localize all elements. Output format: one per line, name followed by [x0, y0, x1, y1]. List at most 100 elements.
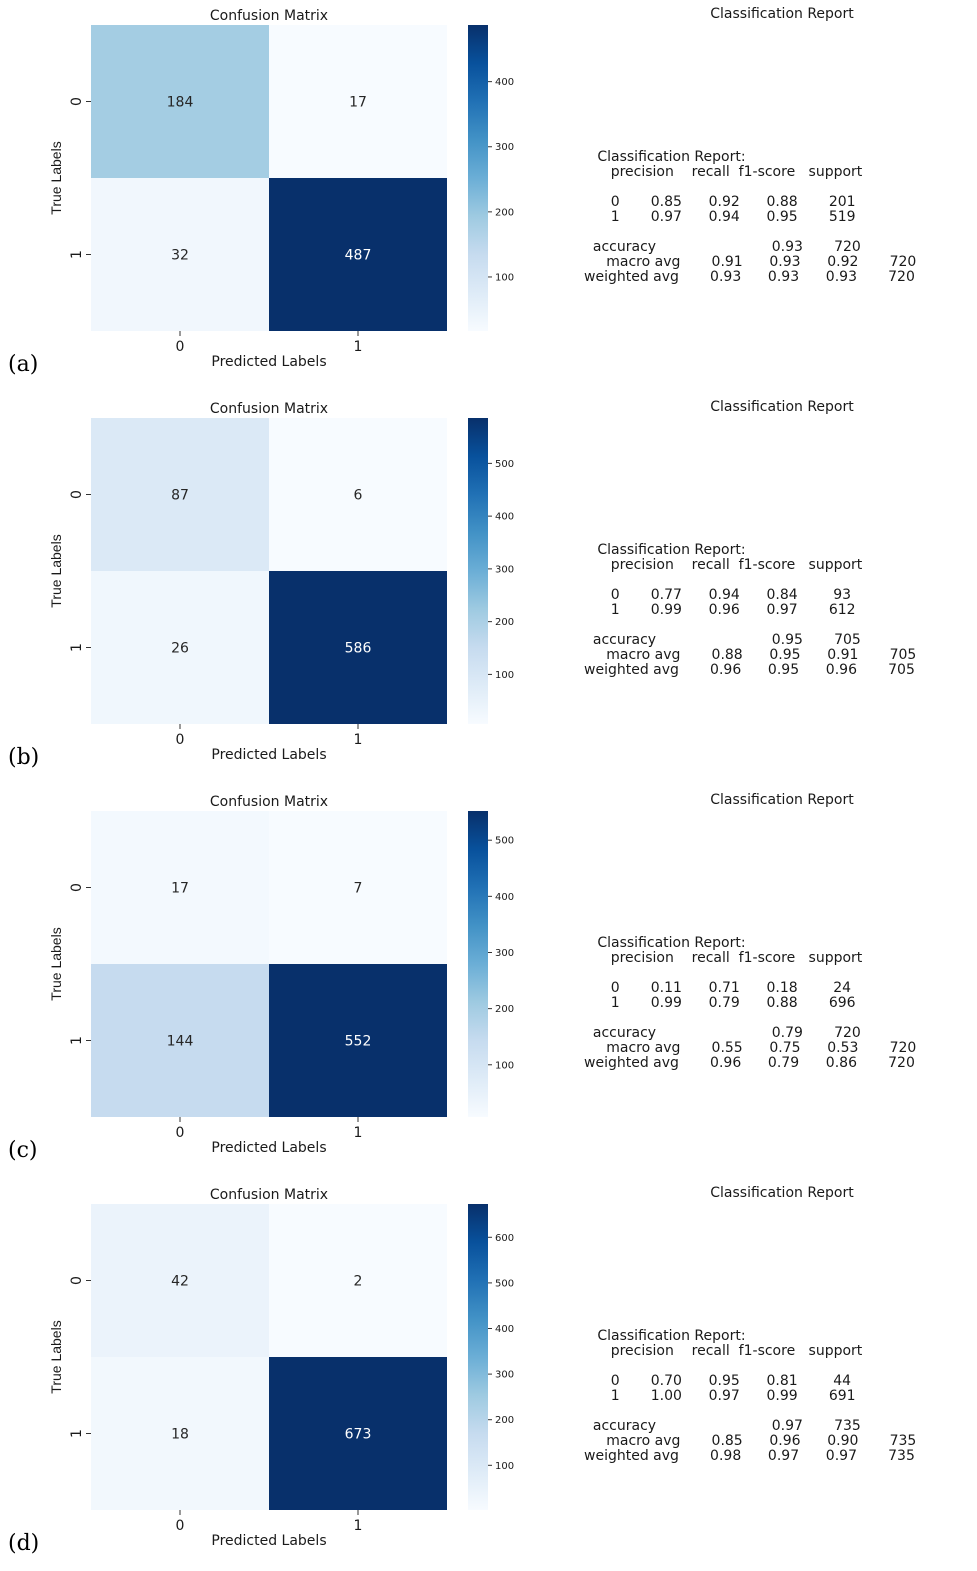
colorbar-tick-label: 400 — [495, 77, 514, 88]
report-line: Classification Report: — [584, 149, 746, 165]
report-line — [584, 966, 974, 981]
cell-value-0-0: 87 — [171, 488, 189, 504]
report-line: Classification Report: — [584, 935, 746, 951]
cell-1-0 — [91, 178, 269, 331]
panel-label: (b) — [8, 745, 40, 770]
report-line: Classification Report: — [584, 542, 746, 558]
report-line: macro avg 0.85 0.96 0.90 735 — [584, 1433, 917, 1449]
colorbar — [468, 1204, 488, 1510]
cell-1-0 — [91, 964, 269, 1117]
cell-1-1 — [269, 178, 447, 331]
y-tick-label: 1 — [69, 1429, 85, 1438]
colorbar-tick-label: 500 — [495, 836, 514, 847]
report-line: weighted avg 0.98 0.97 0.97 735 — [584, 1448, 915, 1464]
colorbar-tick-label: 200 — [495, 207, 514, 218]
report-line: accuracy 0.79 720 — [584, 1025, 861, 1041]
report-line: precision recall f1-score support — [584, 557, 863, 573]
y-axis-label: True Labels — [48, 927, 64, 1000]
x-tick-label: 0 — [176, 1125, 185, 1141]
cell-value-1-0: 18 — [171, 1427, 189, 1443]
confusion-matrix-chart: Confusion Matrix 87 6 26 586 0 1 0 1 Predicted La… — [48, 401, 514, 763]
cell-value-1-0: 32 — [171, 248, 189, 264]
confusion-matrix-chart: Confusion Matrix 17 7 144 552 0 1 0 1 Predicted L… — [48, 794, 514, 1156]
report-title: Classification Report — [710, 792, 854, 808]
cell-value-0-0: 17 — [171, 881, 189, 897]
x-tick-label: 1 — [354, 732, 363, 748]
report-line: accuracy 0.97 735 — [584, 1418, 861, 1434]
x-tick-label: 1 — [354, 1125, 363, 1141]
x-tick-label: 0 — [176, 339, 185, 355]
report-line: macro avg 0.88 0.95 0.91 705 — [584, 647, 917, 663]
y-axis-label: True Labels — [48, 534, 64, 607]
cell-value-0-0: 42 — [171, 1274, 189, 1290]
cell-1-1 — [269, 571, 447, 724]
x-tick-label: 0 — [176, 1518, 185, 1534]
cell-1-1 — [269, 1357, 447, 1510]
y-tick-label: 1 — [69, 1036, 85, 1045]
colorbar-tick-label: 400 — [495, 1324, 514, 1335]
report-line: Classification Report: — [584, 1328, 746, 1344]
panel-d: Confusion Matrix 42 2 18 673 0 1 0 1 Predicted La… — [0, 1179, 977, 1571]
panel-label: (a) — [8, 352, 39, 377]
y-axis-label: True Labels — [48, 1320, 64, 1393]
cell-value-0-1: 6 — [354, 488, 363, 504]
chart-title: Confusion Matrix — [210, 1187, 328, 1203]
colorbar-tick-label: 100 — [495, 1461, 514, 1472]
panel-b: Confusion Matrix 87 6 26 586 0 1 0 1 Predicted La… — [0, 393, 977, 785]
panel-c: Confusion Matrix 17 7 144 552 0 1 0 1 Predicted L… — [0, 786, 977, 1178]
y-axis-label: True Labels — [48, 141, 64, 214]
cell-value-0-1: 17 — [349, 95, 367, 111]
colorbar-tick-label: 400 — [495, 512, 514, 523]
colorbar-tick-label: 200 — [495, 617, 514, 628]
cell-value-0-1: 2 — [354, 1274, 363, 1290]
panel-label: (d) — [8, 1531, 40, 1556]
y-tick-label: 0 — [69, 883, 85, 892]
report-line: precision recall f1-score support — [584, 164, 863, 180]
y-tick-label: 0 — [69, 490, 85, 499]
report-line — [584, 180, 974, 195]
colorbar-tick-label: 200 — [495, 1415, 514, 1426]
report-line: precision recall f1-score support — [584, 1343, 863, 1359]
cell-0-0 — [91, 25, 269, 178]
cell-1-0 — [91, 571, 269, 724]
colorbar — [468, 25, 488, 331]
chart-title: Confusion Matrix — [210, 794, 328, 810]
cell-value-1-0: 144 — [167, 1034, 194, 1050]
report-line: weighted avg 0.93 0.93 0.93 720 — [584, 269, 915, 285]
report-line: 1 0.99 0.96 0.97 612 — [584, 602, 856, 618]
report-line: accuracy 0.93 720 — [584, 239, 861, 255]
report-line: 1 0.99 0.79 0.88 696 — [584, 995, 856, 1011]
cell-1-1 — [269, 964, 447, 1117]
classification-report: Classification Report: precision recall … — [584, 543, 974, 678]
colorbar — [468, 811, 488, 1117]
classification-report: Classification Report: precision recall … — [584, 150, 974, 285]
report-title: Classification Report — [710, 1185, 854, 1201]
colorbar-tick-label: 600 — [495, 1233, 514, 1244]
cell-0-0 — [91, 811, 269, 964]
classification-report: Classification Report: precision recall … — [584, 1329, 974, 1464]
report-line: macro avg 0.55 0.75 0.53 720 — [584, 1040, 917, 1056]
report-line — [584, 225, 974, 240]
x-tick-label: 0 — [176, 732, 185, 748]
report-line: 0 0.70 0.95 0.81 44 — [584, 1373, 852, 1389]
x-axis-label: Predicted Labels — [211, 354, 326, 370]
confusion-matrix-chart: Confusion Matrix 42 2 18 673 0 1 0 1 Predicted La… — [48, 1187, 514, 1549]
cell-0-1 — [269, 25, 447, 178]
colorbar-tick-label: 400 — [495, 892, 514, 903]
cell-value-1-1: 673 — [345, 1427, 372, 1443]
report-line: weighted avg 0.96 0.95 0.96 705 — [584, 662, 915, 678]
cell-value-0-0: 184 — [167, 95, 194, 111]
report-line: 0 0.85 0.92 0.88 201 — [584, 194, 856, 210]
y-tick-label: 0 — [69, 97, 85, 106]
colorbar-tick-label: 300 — [495, 142, 514, 153]
x-axis-label: Predicted Labels — [211, 1140, 326, 1156]
cell-value-1-0: 26 — [171, 641, 189, 657]
colorbar — [468, 418, 488, 724]
report-line — [584, 573, 974, 588]
confusion-matrix-chart: Confusion Matrix 184 17 32 487 0 1 0 1 Predicted … — [48, 8, 514, 370]
colorbar-tick-label: 500 — [495, 1278, 514, 1289]
colorbar-tick-label: 500 — [495, 459, 514, 470]
report-line: 1 1.00 0.97 0.99 691 — [584, 1388, 856, 1404]
cell-0-1 — [269, 1204, 447, 1357]
cell-0-1 — [269, 811, 447, 964]
